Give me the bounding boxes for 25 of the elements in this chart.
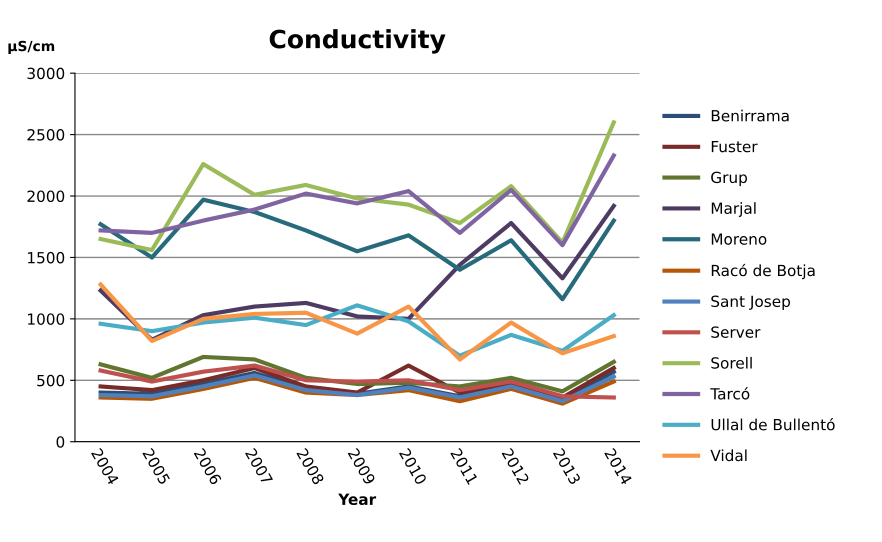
x-axis-title: Year [338, 494, 376, 506]
line-series [98, 282, 616, 362]
legend-label: Fuster [712, 140, 758, 152]
y-tick-label: 2500 [27, 129, 64, 141]
legend-label: Racó de Botja [712, 264, 815, 280]
legend-label: Vidal [710, 449, 747, 462]
y-tick-label: 1500 [28, 252, 64, 264]
y-tick-label: 1000 [28, 313, 64, 325]
legend-label: Moreno [712, 233, 766, 245]
y-axis-title: µS/cm [8, 40, 54, 54]
legend-label: Tarcó [710, 387, 750, 400]
y-tick-label: 3000 [28, 68, 64, 80]
legend-label: Grup [711, 172, 747, 186]
legend-label: Sant Josep [711, 296, 790, 310]
legend-label: Benirrama [712, 110, 789, 122]
legend-label: Server [711, 326, 760, 338]
y-tick-label: 2000 [27, 190, 64, 202]
y-tick-label: 0 [56, 436, 64, 448]
chart-title: Conductivity [270, 29, 446, 54]
line-series [98, 198, 616, 302]
legend-label: Ullal de Bullentó [712, 418, 835, 430]
legend-label: Marjal [712, 202, 756, 217]
line-series [98, 153, 616, 248]
y-tick-label: 500 [37, 374, 64, 386]
legend-label: Sorell [711, 356, 752, 369]
